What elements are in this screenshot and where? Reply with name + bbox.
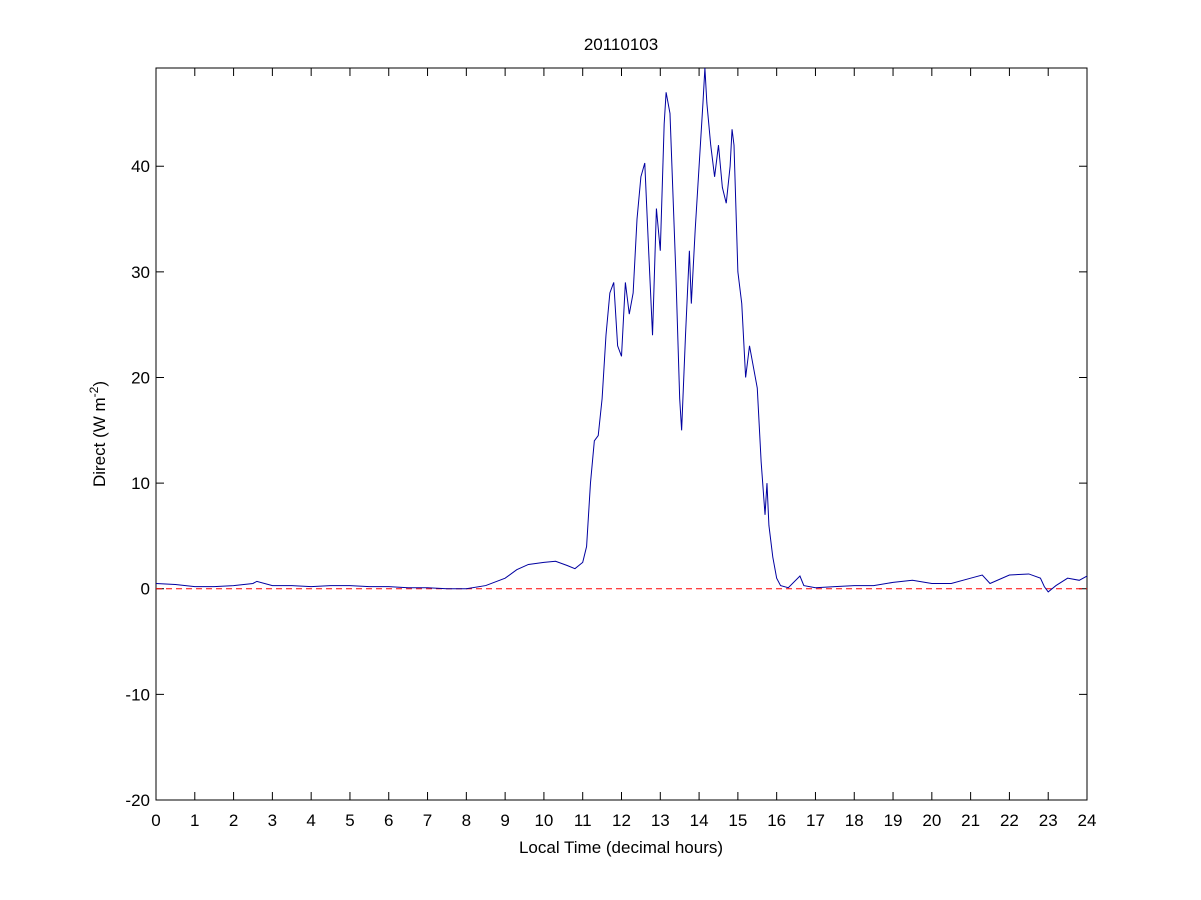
x-tick-label: 5: [345, 811, 354, 830]
y-axis-label: Direct (W m-2): [87, 381, 109, 487]
x-tick-label: 24: [1078, 811, 1097, 830]
x-axis-label: Local Time (decimal hours): [519, 838, 723, 857]
y-label-end: ): [90, 381, 109, 387]
chart-title: 20110103: [584, 35, 658, 54]
x-tick-label: 21: [961, 811, 980, 830]
x-tick-label: 15: [728, 811, 747, 830]
x-tick-label: 8: [462, 811, 471, 830]
y-tick-label: 10: [131, 474, 150, 493]
x-tick-label: 20: [922, 811, 941, 830]
x-tick-label: 17: [806, 811, 825, 830]
x-tick-label: 2: [229, 811, 238, 830]
x-tick-label: 22: [1000, 811, 1019, 830]
plot-area: [155, 67, 1088, 801]
x-tick-label: 18: [845, 811, 864, 830]
x-tick-label: 10: [534, 811, 553, 830]
x-tick-label: 11: [574, 811, 592, 830]
y-tick-label: 30: [131, 263, 150, 282]
x-tick-label: 4: [306, 811, 315, 830]
x-tick-label: 12: [612, 811, 631, 830]
x-tick-label: 13: [651, 811, 670, 830]
y-label-sup: -2: [87, 386, 101, 397]
y-tick-label: 40: [131, 157, 150, 176]
x-tick-label: 23: [1039, 811, 1058, 830]
y-tick-label: -20: [125, 791, 150, 810]
y-label-main: Direct (W m: [90, 397, 109, 487]
x-tick-label: 9: [500, 811, 509, 830]
x-tick-label: 1: [190, 811, 199, 830]
y-tick-label: 0: [141, 580, 150, 599]
x-tick-label: 19: [884, 811, 903, 830]
x-tick-label: 16: [767, 811, 786, 830]
x-tick-label: 7: [423, 811, 432, 830]
x-tick-label: 3: [268, 811, 277, 830]
x-tick-label: 0: [151, 811, 160, 830]
x-tick-label: 14: [690, 811, 709, 830]
y-tick-label: -10: [125, 685, 150, 704]
data-line: [155, 67, 1088, 593]
y-tick-label: 20: [131, 368, 150, 387]
x-tick-label: 6: [384, 811, 393, 830]
